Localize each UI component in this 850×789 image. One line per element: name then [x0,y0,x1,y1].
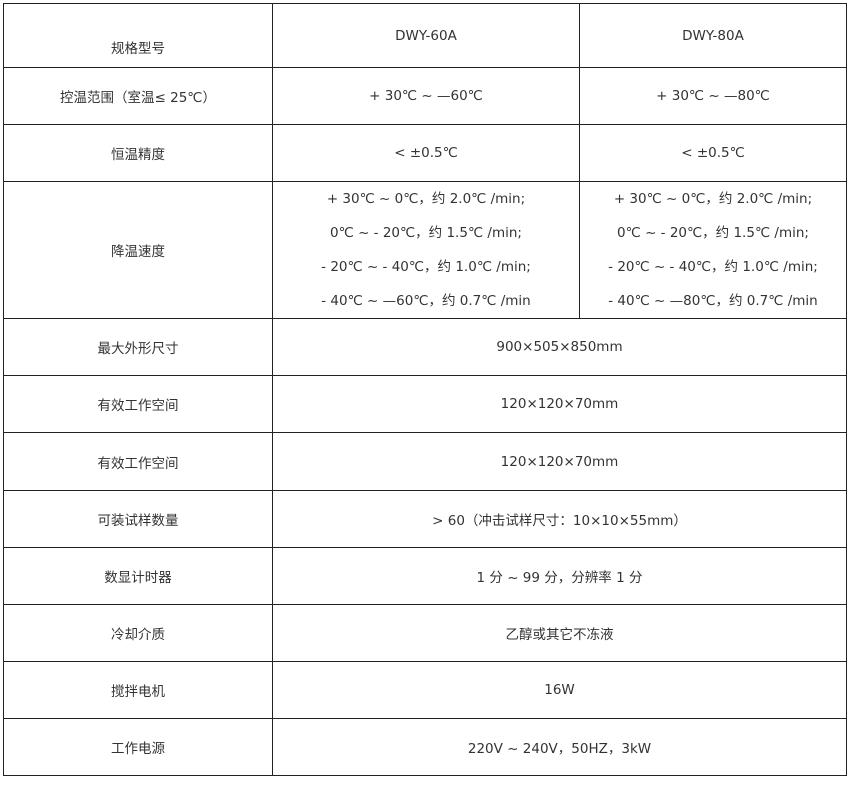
rate-line: - 40℃ ~ —80℃，约 0.7℃ /min [608,293,818,309]
table-row: 可装试样数量 > 60（冲击试样尺寸：10×10×55mm） [3,490,847,548]
table-row: 降温速度 + 30℃ ~ 0℃，约 2.0℃ /min; 0℃ ~ - 20℃，… [3,181,847,319]
row-label: 控温范围（室温≤ 25℃） [3,67,273,125]
table-row: 搅拌电机 16W [3,661,847,719]
row-label: 冷却介质 [3,604,273,662]
row-value: 120×120×70mm [272,375,847,433]
header-row: 规格型号 DWY-60A DWY-80A [3,3,847,68]
row-label: 搅拌电机 [3,661,273,719]
rate-line: - 20℃ ~ - 40℃，约 1.0℃ /min; [321,259,531,275]
row-value: 16W [272,661,847,719]
row-value: > 60（冲击试样尺寸：10×10×55mm） [272,490,847,548]
row-value: < ±0.5℃ [272,124,580,182]
row-value: + 30℃ ~ 0℃，约 2.0℃ /min; 0℃ ~ - 20℃，约 1.5… [272,181,580,319]
row-label: 降温速度 [3,181,273,319]
rate-line: + 30℃ ~ 0℃，约 2.0℃ /min; [613,191,813,207]
row-label: 工作电源 [3,718,273,776]
rate-line: - 20℃ ~ - 40℃，约 1.0℃ /min; [608,259,818,275]
table-row: 有效工作空间 120×120×70mm [3,375,847,433]
row-value: 乙醇或其它不冻液 [272,604,847,662]
header-label: 规格型号 [3,3,273,68]
row-label: 可装试样数量 [3,490,273,548]
rate-line: - 40℃ ~ —60℃，约 0.7℃ /min [321,293,531,309]
spec-table: 规格型号 DWY-60A DWY-80A 控温范围（室温≤ 25℃） + 30℃… [3,3,847,776]
model-dwy-60a: DWY-60A [272,3,580,68]
row-value: 120×120×70mm [272,432,847,491]
row-value: 1 分 ~ 99 分，分辨率 1 分 [272,547,847,605]
table-row: 有效工作空间 120×120×70mm [3,432,847,491]
row-label: 恒温精度 [3,124,273,182]
rate-line: 0℃ ~ - 20℃，约 1.5℃ /min; [617,225,809,241]
row-value: + 30℃ ~ 0℃，约 2.0℃ /min; 0℃ ~ - 20℃，约 1.5… [579,181,847,319]
row-label: 有效工作空间 [3,375,273,433]
row-value: < ±0.5℃ [579,124,847,182]
rate-line: + 30℃ ~ 0℃，约 2.0℃ /min; [326,191,526,207]
table-row: 恒温精度 < ±0.5℃ < ±0.5℃ [3,124,847,182]
row-value: + 30℃ ~ —60℃ [272,67,580,125]
table-row: 工作电源 220V ~ 240V，50HZ，3kW [3,718,847,776]
row-label: 最大外形尺寸 [3,318,273,376]
model-dwy-80a: DWY-80A [579,3,847,68]
row-label: 数显计时器 [3,547,273,605]
table-row: 控温范围（室温≤ 25℃） + 30℃ ~ —60℃ + 30℃ ~ —80℃ [3,67,847,125]
row-value: 220V ~ 240V，50HZ，3kW [272,718,847,776]
row-value: + 30℃ ~ —80℃ [579,67,847,125]
row-label: 有效工作空间 [3,432,273,491]
table-row: 数显计时器 1 分 ~ 99 分，分辨率 1 分 [3,547,847,605]
rate-line: 0℃ ~ - 20℃，约 1.5℃ /min; [330,225,522,241]
table-row: 冷却介质 乙醇或其它不冻液 [3,604,847,662]
table-row: 最大外形尺寸 900×505×850mm [3,318,847,376]
row-value: 900×505×850mm [272,318,847,376]
